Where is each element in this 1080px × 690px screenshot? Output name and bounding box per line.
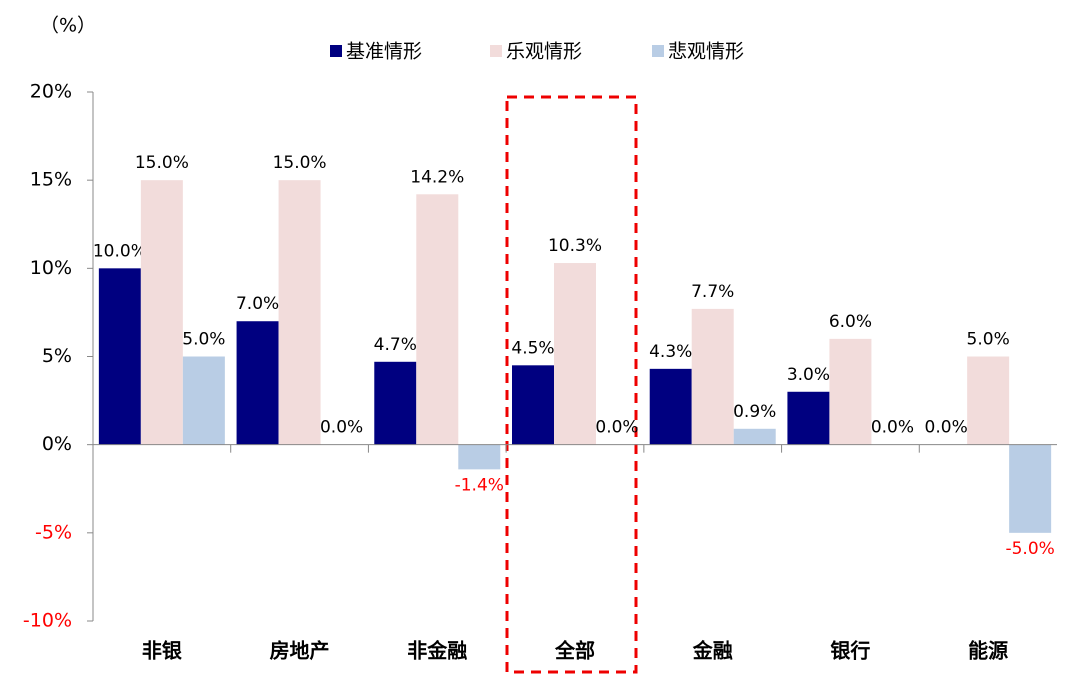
x-tick-label: 非金融 bbox=[407, 639, 467, 663]
bar bbox=[236, 321, 279, 445]
value-label: 7.0% bbox=[236, 294, 279, 314]
legend-swatch bbox=[652, 45, 664, 57]
value-label: 4.5% bbox=[511, 338, 554, 358]
bar bbox=[967, 356, 1010, 445]
bar bbox=[733, 428, 776, 445]
highlight-box bbox=[505, 95, 638, 674]
legend-label: 乐观情形 bbox=[506, 41, 582, 63]
bar bbox=[512, 365, 554, 445]
value-label: 6.0% bbox=[829, 312, 872, 332]
x-tick-label: 非银 bbox=[142, 639, 183, 663]
value-label: 0.0% bbox=[925, 418, 968, 438]
bar bbox=[278, 180, 321, 445]
bar bbox=[374, 361, 417, 445]
bar bbox=[140, 180, 183, 445]
value-label: -1.4% bbox=[455, 475, 504, 495]
value-label: -5.0% bbox=[1005, 539, 1054, 559]
bar bbox=[787, 391, 830, 445]
bar bbox=[649, 368, 692, 445]
bar bbox=[182, 356, 225, 445]
bar bbox=[458, 444, 501, 470]
value-label: 4.3% bbox=[649, 342, 692, 362]
bar bbox=[98, 268, 141, 445]
value-label: 15.0% bbox=[273, 153, 327, 173]
value-label: 5.0% bbox=[967, 330, 1010, 350]
value-label: 14.2% bbox=[410, 167, 464, 187]
legend-swatch bbox=[330, 45, 342, 57]
y-tick-label: 20% bbox=[30, 81, 72, 103]
bar bbox=[416, 194, 459, 445]
value-label: 5.0% bbox=[182, 330, 225, 350]
value-label: 0.0% bbox=[871, 418, 914, 438]
value-label: 10.0% bbox=[93, 241, 147, 261]
bar bbox=[1009, 444, 1052, 533]
y-tick-label: 10% bbox=[30, 257, 72, 279]
bar bbox=[691, 308, 734, 445]
y-tick-label: 0% bbox=[42, 433, 72, 455]
value-label: 4.7% bbox=[374, 335, 417, 355]
y-tick-label: -10% bbox=[23, 610, 72, 632]
x-tick-label: 房地产 bbox=[270, 639, 330, 663]
legend-label: 基准情形 bbox=[346, 41, 422, 63]
value-label: 0.9% bbox=[733, 402, 776, 422]
value-label: 3.0% bbox=[787, 365, 830, 385]
value-label: 7.7% bbox=[691, 282, 734, 302]
value-label: 0.0% bbox=[320, 418, 363, 438]
bar bbox=[554, 263, 596, 445]
x-tick-label: 银行 bbox=[830, 639, 870, 663]
x-tick-label: 全部 bbox=[554, 639, 595, 663]
x-tick-label: 能源 bbox=[968, 639, 1008, 663]
value-label: 15.0% bbox=[135, 153, 189, 173]
value-label: 0.0% bbox=[595, 418, 638, 438]
legend-swatch bbox=[490, 45, 502, 57]
y-tick-label: 5% bbox=[42, 345, 72, 367]
y-tick-label: -5% bbox=[35, 521, 72, 543]
legend-label: 悲观情形 bbox=[668, 41, 744, 63]
y-axis-label: （%） bbox=[40, 15, 96, 37]
y-tick-label: 15% bbox=[30, 169, 72, 191]
value-label: 10.3% bbox=[548, 236, 602, 256]
x-tick-label: 金融 bbox=[692, 639, 733, 663]
bar bbox=[829, 338, 872, 445]
